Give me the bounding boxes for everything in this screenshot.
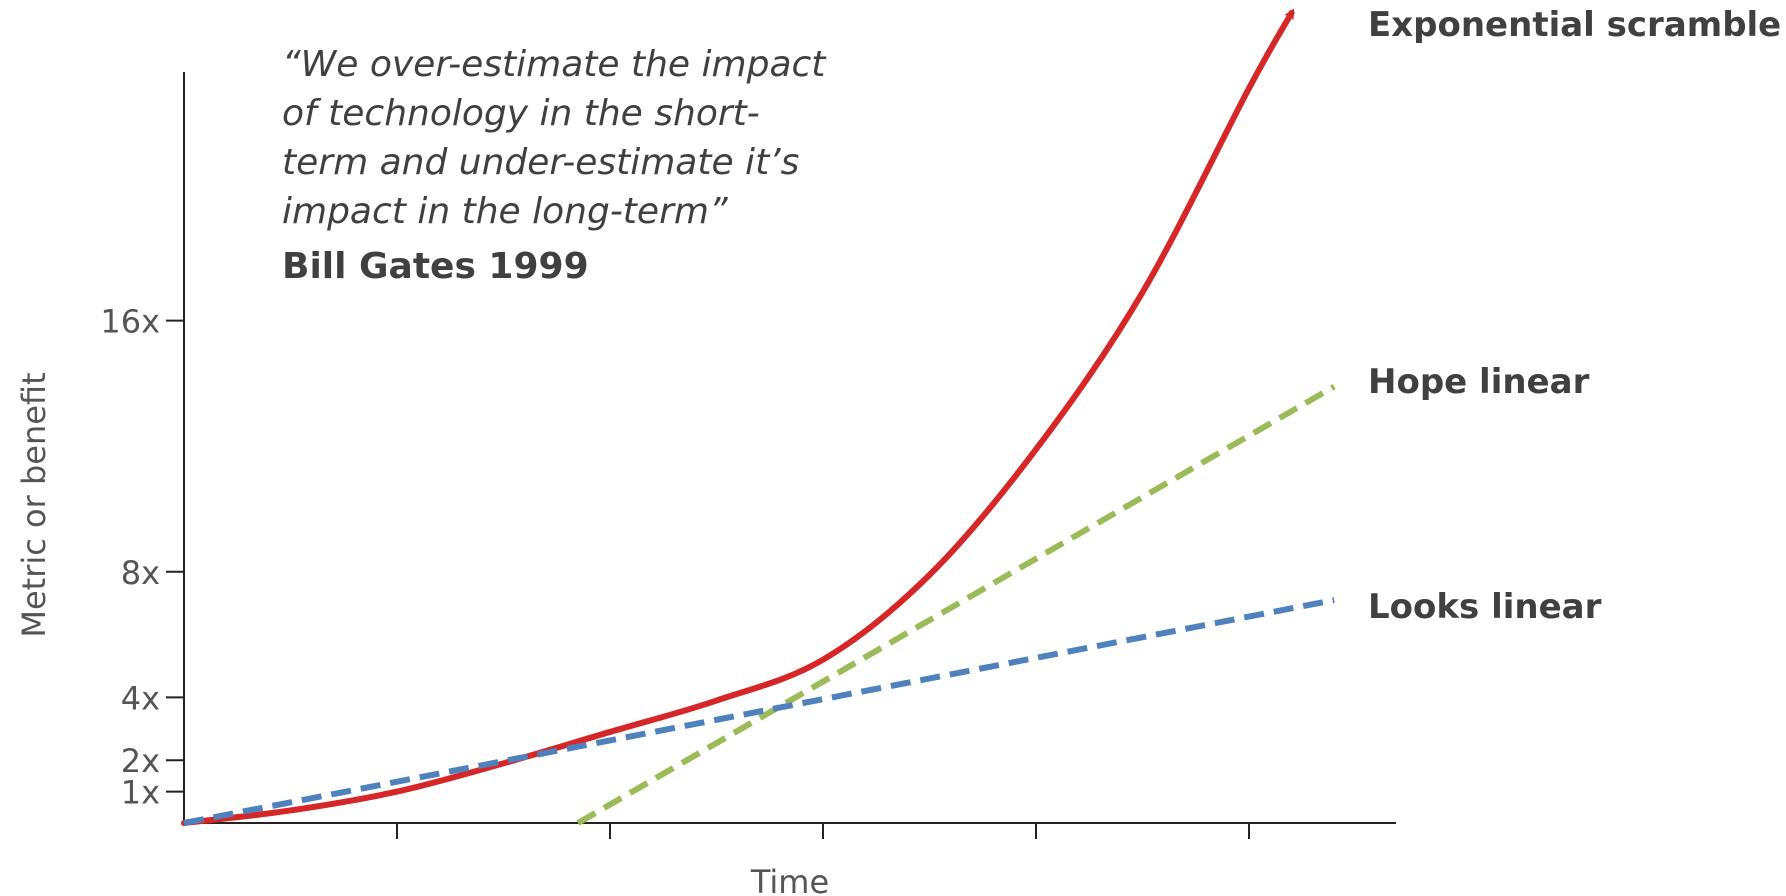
hope-linear-series-line <box>576 383 1336 826</box>
y-tick-label: 16x <box>100 303 160 341</box>
quote-line: of technology in the short- <box>282 93 760 134</box>
y-tick-label: 4x <box>121 679 160 717</box>
quote-line: “We over-estimate the impact <box>282 44 826 85</box>
y-tick-label: 2x <box>121 742 160 780</box>
quote-line: term and under-estimate it’s <box>282 142 800 183</box>
exponential-scramble-label: Exponential scramble <box>1368 5 1781 45</box>
quote: “We over-estimate the impact of technolo… <box>282 40 882 236</box>
quote-line: impact in the long-term” <box>282 191 728 232</box>
y-tick-label: 8x <box>121 554 160 592</box>
looks-linear-label: Looks linear <box>1368 587 1602 627</box>
hope-linear-label: Hope linear <box>1368 362 1590 402</box>
y-axis-title: Metric or benefit <box>15 372 53 637</box>
y-tick-label: 1x <box>121 774 160 812</box>
x-axis-title: Time <box>750 863 829 896</box>
quote-attribution: Bill Gates 1999 <box>282 246 589 287</box>
looks-linear-series-line <box>183 597 1335 826</box>
exponential-scramble-series-line <box>181 8 1295 826</box>
